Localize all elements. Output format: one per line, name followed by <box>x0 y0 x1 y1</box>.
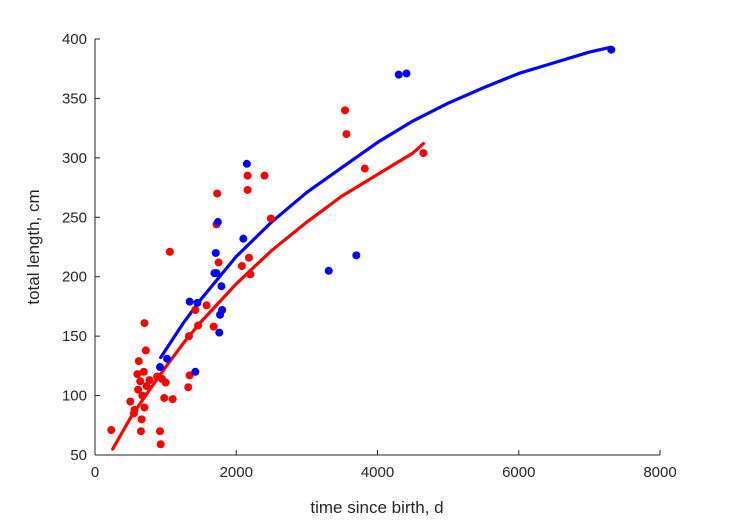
red-data-point <box>137 415 146 424</box>
red-data-point <box>145 376 154 385</box>
red-data-point <box>266 214 275 223</box>
blue-data-point <box>191 367 200 376</box>
red-data-point <box>341 106 350 115</box>
blue-data-point <box>217 282 226 291</box>
x-axis-label: time since birth, d <box>310 498 443 517</box>
red-data-point <box>168 395 177 404</box>
red-data-point <box>165 247 174 256</box>
red-data-point <box>360 164 369 173</box>
blue-data-point <box>402 69 411 78</box>
red-fit-curve <box>111 141 426 451</box>
fit-curves <box>111 45 613 451</box>
red-data-point <box>214 258 223 267</box>
red-data-point <box>342 130 351 139</box>
red-data-point <box>134 357 143 366</box>
y-tick-label: 300 <box>62 150 87 167</box>
blue-data-point <box>394 70 403 79</box>
red-data-point <box>156 440 165 449</box>
plot-background <box>95 39 660 455</box>
x-tick-label: 2000 <box>220 464 253 481</box>
x-tick-label: 4000 <box>361 464 394 481</box>
red-data-point <box>160 393 169 402</box>
blue-data-point <box>324 266 333 275</box>
blue-data-point <box>239 234 248 243</box>
blue-data-point <box>352 251 361 260</box>
red-data-point <box>191 305 200 314</box>
y-tick-label: 50 <box>70 447 87 464</box>
blue-data-point <box>211 248 220 257</box>
blue-data-point <box>185 297 194 306</box>
red-data-point <box>419 149 428 158</box>
blue-data-point <box>212 269 221 278</box>
red-data-point <box>139 367 148 376</box>
red-data-point <box>140 319 149 328</box>
blue-data-point <box>193 298 202 307</box>
blue-data-point <box>218 305 227 314</box>
red-data-point <box>243 171 252 180</box>
red-data-point <box>138 391 147 400</box>
x-tick-label: 0 <box>91 464 99 481</box>
red-data-point <box>184 383 193 392</box>
y-axis-label: total length, cm <box>24 189 43 304</box>
blue-data-point <box>607 45 616 54</box>
red-data-point <box>133 370 142 379</box>
x-tick-label: 8000 <box>643 464 676 481</box>
blue-fit-curve <box>159 45 613 360</box>
blue-data-point <box>215 328 224 337</box>
y-tick-label: 250 <box>62 209 87 226</box>
red-data-point <box>140 403 149 412</box>
blue-data-point <box>155 363 164 372</box>
red-data-point <box>202 301 211 310</box>
red-data-point <box>213 189 222 198</box>
blue-data-point <box>163 354 172 363</box>
red-data-point <box>243 185 252 194</box>
blue-data-point <box>213 218 222 227</box>
y-tick-label: 200 <box>62 269 87 286</box>
red-data-point <box>141 346 150 355</box>
red-data-point <box>184 332 193 341</box>
red-data-point <box>136 377 145 386</box>
red-data-point <box>126 397 135 406</box>
red-data-point <box>134 385 143 394</box>
y-tick-label: 150 <box>62 328 87 345</box>
red-data-point <box>209 322 218 331</box>
red-data-point <box>194 321 203 330</box>
red-data-point <box>142 382 151 391</box>
red-data-point <box>155 427 164 436</box>
red-data-point <box>107 426 116 435</box>
red-data-point <box>161 378 170 387</box>
data-points <box>107 45 616 449</box>
red-data-point <box>237 262 246 271</box>
red-data-point <box>246 270 255 279</box>
axis-ticks: 0 2000 4000 6000 8000 50 100 150 200 250 300 350 400 <box>62 31 677 481</box>
y-tick-label: 400 <box>62 31 87 48</box>
blue-data-point <box>242 159 251 168</box>
red-data-point <box>130 405 139 414</box>
y-tick-label: 350 <box>62 90 87 107</box>
red-data-point <box>244 253 253 262</box>
y-tick-label: 100 <box>62 388 87 405</box>
red-data-point <box>136 427 145 436</box>
red-data-point <box>260 171 269 180</box>
x-tick-label: 6000 <box>502 464 535 481</box>
